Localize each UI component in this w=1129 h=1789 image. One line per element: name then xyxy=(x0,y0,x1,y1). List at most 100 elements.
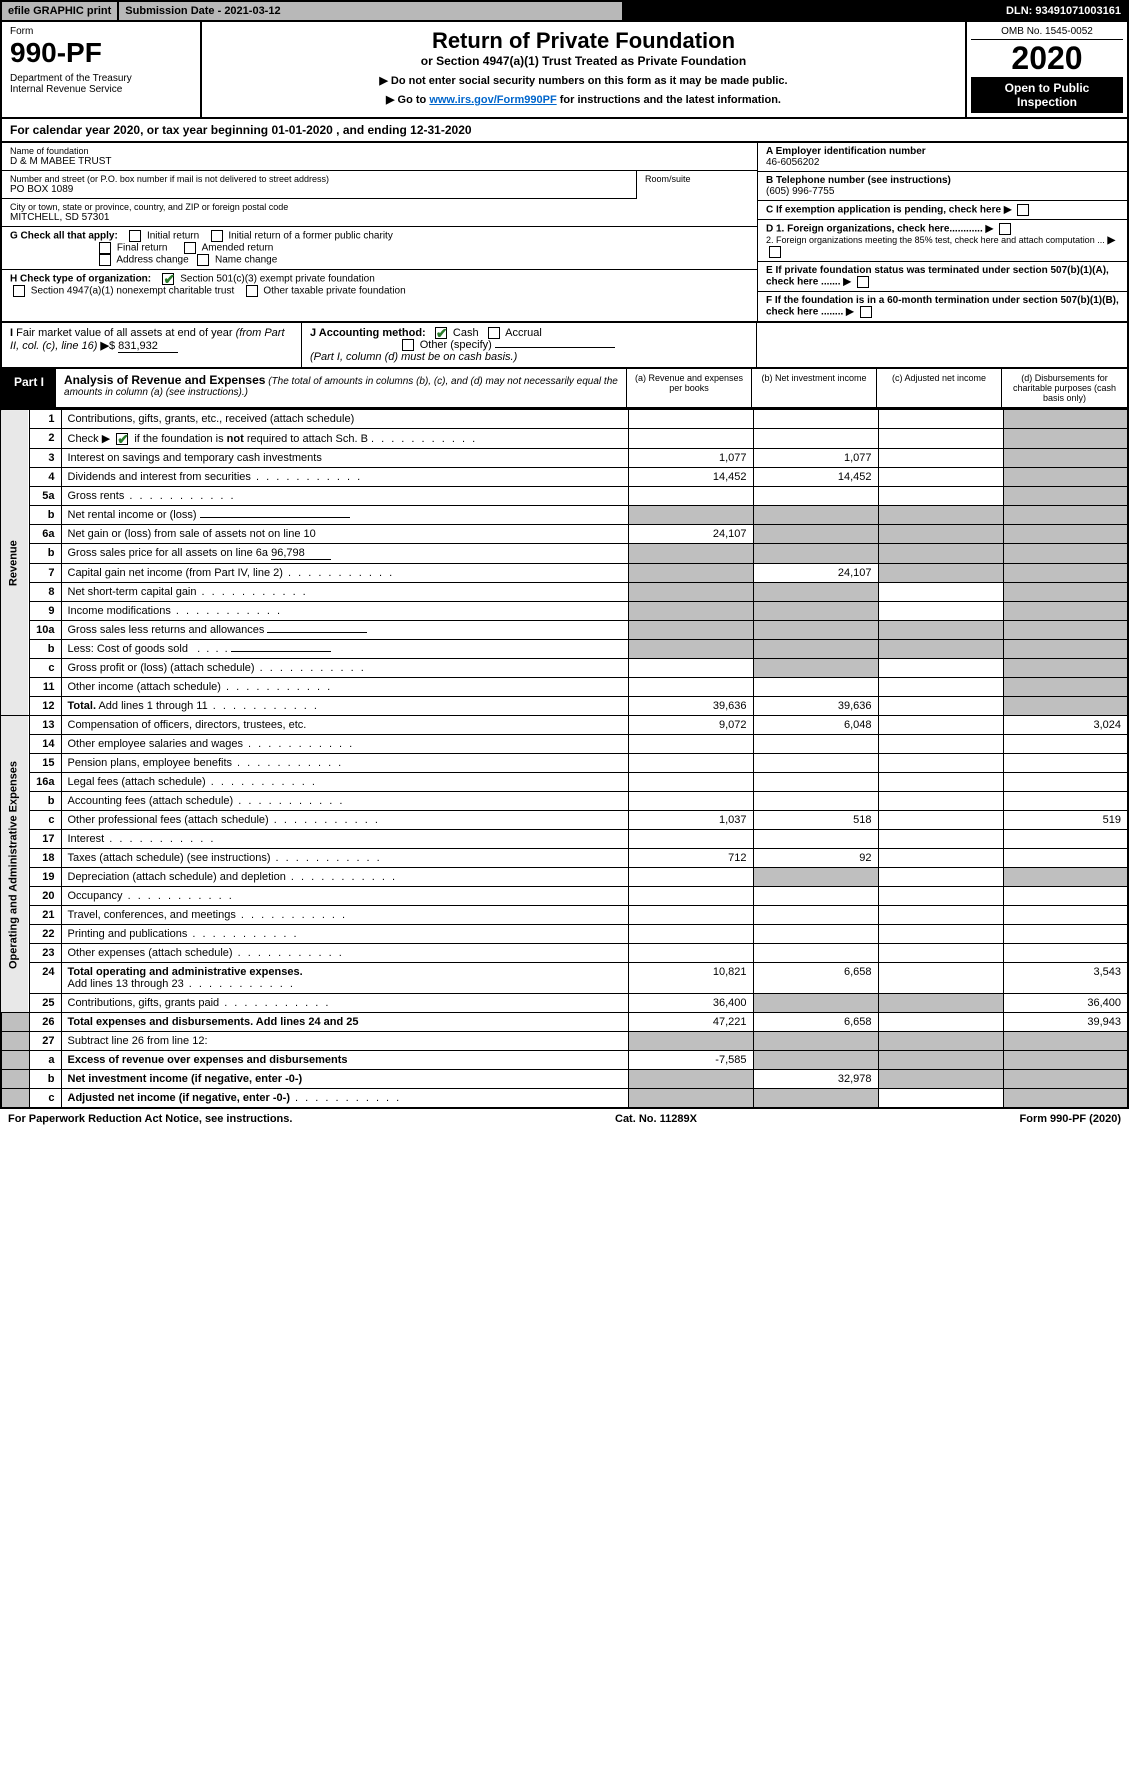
row-3: Interest on savings and temporary cash i… xyxy=(61,449,628,468)
expenses-side: Operating and Administrative Expenses xyxy=(1,716,29,1013)
v6a: 24,107 xyxy=(628,525,753,544)
open-public: Open to Public Inspection xyxy=(971,77,1123,113)
instructions-link[interactable]: www.irs.gov/Form990PF xyxy=(429,94,556,106)
part1-tag: Part I xyxy=(2,369,56,407)
row-15: Pension plans, employee benefits xyxy=(61,754,628,773)
v13a: 9,072 xyxy=(628,716,753,735)
form-label: Form xyxy=(10,26,192,37)
amended-checkbox[interactable] xyxy=(184,242,196,254)
v3a: 1,077 xyxy=(628,449,753,468)
tel-cell: B Telephone number (see instructions) (6… xyxy=(758,172,1127,201)
city-cell: City or town, state or province, country… xyxy=(2,199,757,227)
row-18: Taxes (attach schedule) (see instruction… xyxy=(61,849,628,868)
part1-header: Part I Analysis of Revenue and Expenses … xyxy=(0,369,1129,409)
d2-checkbox[interactable] xyxy=(769,246,781,258)
addr-change-label: Address change xyxy=(116,255,188,266)
ein-label: A Employer identification number xyxy=(766,146,926,157)
v16cd: 519 xyxy=(1003,811,1128,830)
row-6a: Net gain or (loss) from sale of assets n… xyxy=(61,525,628,544)
e-cell: E If private foundation status was termi… xyxy=(758,262,1127,292)
row-10b: Less: Cost of goods sold . . . . xyxy=(61,640,628,659)
row-9: Income modifications xyxy=(61,602,628,621)
name-change-label: Name change xyxy=(215,255,277,266)
other-checkbox[interactable] xyxy=(402,339,414,351)
name-change-checkbox[interactable] xyxy=(197,254,209,266)
e-checkbox[interactable] xyxy=(857,276,869,288)
row-7: Capital gain net income (from Part IV, l… xyxy=(61,564,628,583)
v4b: 14,452 xyxy=(753,468,878,487)
row-20: Occupancy xyxy=(61,887,628,906)
city-label: City or town, state or province, country… xyxy=(10,202,749,212)
col-a-hdr: (a) Revenue and expenses per books xyxy=(627,369,752,407)
c-checkbox[interactable] xyxy=(1017,204,1029,216)
room-cell: Room/suite xyxy=(637,171,757,199)
row-10c: Gross profit or (loss) (attach schedule) xyxy=(61,659,628,678)
tel-label: B Telephone number (see instructions) xyxy=(766,175,951,186)
g-label: G Check all that apply: xyxy=(10,231,118,242)
amended-label: Amended return xyxy=(202,243,274,254)
address-cell: Number and street (or P.O. box number if… xyxy=(2,171,637,199)
form-title: Return of Private Foundation xyxy=(208,28,959,54)
v25a: 36,400 xyxy=(628,994,753,1013)
row-10a: Gross sales less returns and allowances xyxy=(61,621,628,640)
v26b: 6,658 xyxy=(753,1013,878,1032)
form-header: Form 990-PF Department of the TreasuryIn… xyxy=(0,22,1129,119)
row-1: Contributions, gifts, grants, etc., rece… xyxy=(61,410,628,429)
row-13: Compensation of officers, directors, tru… xyxy=(61,716,628,735)
v7b: 24,107 xyxy=(753,564,878,583)
d1-checkbox[interactable] xyxy=(999,223,1011,235)
501c3-checkbox[interactable] xyxy=(162,273,174,285)
instr2-post: for instructions and the latest informat… xyxy=(560,94,781,106)
fmv-f-dup xyxy=(757,323,1127,367)
f-label: F If the foundation is in a 60-month ter… xyxy=(766,295,1119,318)
accrual-checkbox[interactable] xyxy=(488,327,500,339)
footer: For Paperwork Reduction Act Notice, see … xyxy=(0,1109,1129,1129)
j-label: J Accounting method: xyxy=(310,327,426,339)
instr2-pre: ▶ Go to xyxy=(386,94,429,106)
other-taxable-checkbox[interactable] xyxy=(246,285,258,297)
initial-former-checkbox[interactable] xyxy=(211,230,223,242)
address: PO BOX 1089 xyxy=(10,184,628,195)
v13d: 3,024 xyxy=(1003,716,1128,735)
h2-label: Section 4947(a)(1) nonexempt charitable … xyxy=(31,286,234,297)
row-26: Total expenses and disbursements. Add li… xyxy=(61,1013,628,1032)
row-11: Other income (attach schedule) xyxy=(61,678,628,697)
cash-checkbox[interactable] xyxy=(435,327,447,339)
room-label: Room/suite xyxy=(645,174,749,184)
submission-date: Submission Date - 2021-03-12 xyxy=(119,2,624,20)
address-change-checkbox[interactable] xyxy=(99,254,111,266)
row-4: Dividends and interest from securities xyxy=(61,468,628,487)
addr-label: Number and street (or P.O. box number if… xyxy=(10,174,628,184)
final-label: Final return xyxy=(117,243,168,254)
footer-right: Form 990-PF (2020) xyxy=(1020,1113,1121,1125)
row-23: Other expenses (attach schedule) xyxy=(61,944,628,963)
v24a: 10,821 xyxy=(628,963,753,994)
row-27a: Excess of revenue over expenses and disb… xyxy=(61,1051,628,1070)
v12b: 39,636 xyxy=(753,697,878,716)
dept-label: Department of the TreasuryInternal Reven… xyxy=(10,73,192,95)
footer-left: For Paperwork Reduction Act Notice, see … xyxy=(8,1113,292,1125)
row-16a: Legal fees (attach schedule) xyxy=(61,773,628,792)
tax-year: 2020 xyxy=(971,40,1123,77)
row-27: Subtract line 26 from line 12: xyxy=(61,1032,628,1051)
v26d: 39,943 xyxy=(1003,1013,1128,1032)
initial-return-checkbox[interactable] xyxy=(129,230,141,242)
f-checkbox[interactable] xyxy=(860,306,872,318)
v3b: 1,077 xyxy=(753,449,878,468)
v16cb: 518 xyxy=(753,811,878,830)
final-return-checkbox[interactable] xyxy=(99,242,111,254)
part1-desc: Analysis of Revenue and Expenses (The to… xyxy=(56,369,627,407)
v16ca: 1,037 xyxy=(628,811,753,830)
fmv-note: (Part I, column (d) must be on cash basi… xyxy=(310,351,517,363)
accrual-label: Accrual xyxy=(505,327,542,339)
row-16c: Other professional fees (attach schedule… xyxy=(61,811,628,830)
4947-checkbox[interactable] xyxy=(13,285,25,297)
schb-checkbox[interactable] xyxy=(116,433,128,445)
form-subtitle: or Section 4947(a)(1) Trust Treated as P… xyxy=(208,54,959,68)
row-22: Printing and publications xyxy=(61,925,628,944)
h1-label: Section 501(c)(3) exempt private foundat… xyxy=(180,274,375,285)
h-checks: H Check type of organization: Section 50… xyxy=(2,270,757,300)
fmv-value: 831,932 xyxy=(118,340,178,353)
col-d-hdr: (d) Disbursements for charitable purpose… xyxy=(1002,369,1127,407)
d2-label: 2. Foreign organizations meeting the 85%… xyxy=(766,235,1105,245)
